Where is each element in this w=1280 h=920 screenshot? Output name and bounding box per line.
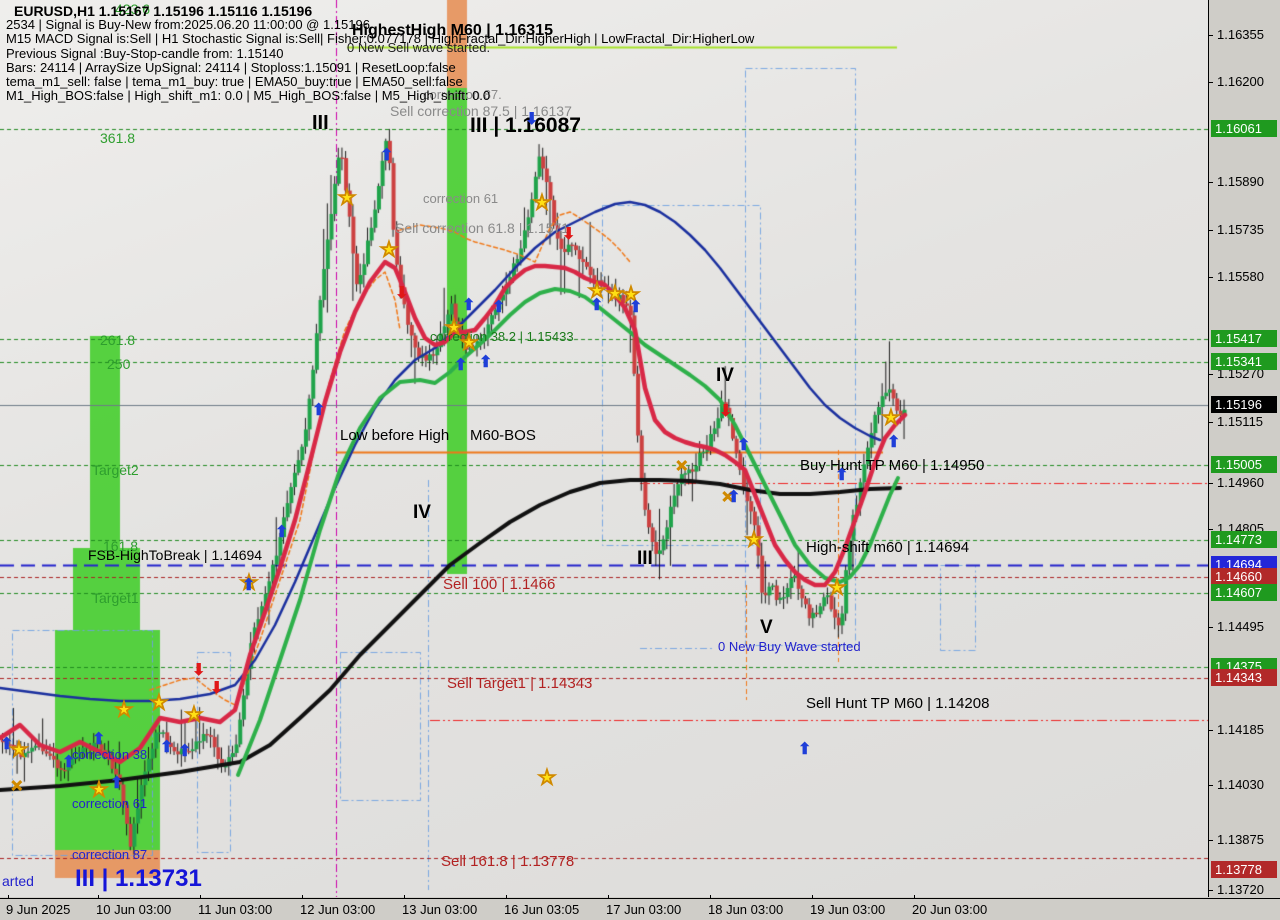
price-tick-label: 1.16200	[1217, 74, 1264, 89]
price-level-badge: 1.16061	[1211, 120, 1277, 137]
price-level-badge: 1.15196	[1211, 396, 1277, 413]
price-tick-label: 1.16355	[1217, 27, 1264, 42]
price-level-badge: 1.15341	[1211, 353, 1277, 370]
price-tick	[1208, 627, 1213, 628]
price-tick-label: 1.15270	[1217, 366, 1264, 381]
price-level-badge: 1.13778	[1211, 861, 1277, 878]
price-level-badge: 1.14773	[1211, 531, 1277, 548]
price-tick-label: 1.15890	[1217, 174, 1264, 189]
price-tick-label: 1.14185	[1217, 722, 1264, 737]
time-tick-label: 9 Jun 2025	[6, 902, 71, 917]
price-tick	[1208, 182, 1213, 183]
time-tick	[608, 895, 609, 899]
time-tick-label: 20 Jun 03:00	[912, 902, 988, 917]
time-tick-label: 10 Jun 03:00	[96, 902, 172, 917]
time-tick	[8, 895, 9, 899]
price-tick-label: 1.15580	[1217, 269, 1264, 284]
header-line: 2534 | Signal is Buy-New from:2025.06.20…	[6, 17, 370, 33]
time-tick	[200, 895, 201, 899]
time-tick	[404, 895, 405, 899]
price-tick-label: 1.13875	[1217, 832, 1264, 847]
price-tick	[1208, 422, 1213, 423]
time-tick-label: 17 Jun 03:00	[606, 902, 682, 917]
time-tick-label: 16 Jun 03:05	[504, 902, 580, 917]
price-tick	[1208, 529, 1213, 530]
price-tick	[1208, 483, 1213, 484]
header-line: Bars: 24114 | ArraySize UpSignal: 24114 …	[6, 59, 456, 75]
axis-divider	[1208, 0, 1209, 897]
price-level-badge: 1.14607	[1211, 584, 1277, 601]
header-line: tema_m1_sell: false | tema_m1_buy: true …	[6, 74, 463, 89]
time-tick	[812, 895, 813, 899]
time-tick-label: 12 Jun 03:00	[300, 902, 376, 917]
price-tick-label: 1.14960	[1217, 475, 1264, 490]
price-tick	[1208, 230, 1213, 231]
price-axis[interactable]: 1.16355 1.16200 1.15890 1.15735 1.15580 1.152…	[1208, 0, 1280, 897]
time-tick-label: 19 Jun 03:00	[810, 902, 886, 917]
header-line: Previous Signal :Buy-Stop-candle from: 1…	[6, 45, 284, 61]
time-tick-label: 18 Jun 03:00	[708, 902, 784, 917]
header-line: M15 MACD Signal is:Sell | H1 Stochastic …	[6, 31, 755, 47]
chart-canvas[interactable]	[0, 0, 1208, 897]
time-axis[interactable]: 9 Jun 2025 10 Jun 03:00 11 Jun 03:00 12 Jun…	[0, 895, 1280, 920]
header-line: M1_High_BOS:false | High_shift_m1: 0.0 |…	[6, 88, 491, 104]
time-tick	[914, 895, 915, 899]
price-tick-label: 1.15735	[1217, 222, 1264, 237]
time-tick	[710, 895, 711, 899]
price-tick	[1208, 785, 1213, 786]
time-tick-label: 13 Jun 03:00	[402, 902, 478, 917]
price-tick-label: 1.14495	[1217, 619, 1264, 634]
price-tick-label: 1.15115	[1217, 414, 1264, 429]
price-tick	[1208, 374, 1213, 375]
price-tick	[1208, 277, 1213, 278]
time-tick-label: 11 Jun 03:00	[198, 902, 273, 917]
price-tick	[1208, 890, 1213, 891]
price-level-badge: 1.15417	[1211, 330, 1277, 347]
price-tick	[1208, 840, 1213, 841]
time-tick	[302, 895, 303, 899]
price-level-badge: 1.14660	[1211, 568, 1277, 585]
price-tick	[1208, 82, 1213, 83]
header-line: EURUSD,H1 1.15167 1.15196 1.15116 1.1519…	[14, 3, 313, 19]
price-tick	[1208, 730, 1213, 731]
time-tick	[98, 895, 99, 899]
time-tick	[506, 895, 507, 899]
price-tick-label: 1.14030	[1217, 777, 1264, 792]
price-tick-label: 1.13720	[1217, 882, 1264, 897]
price-level-badge: 1.15005	[1211, 456, 1277, 473]
price-tick	[1208, 35, 1213, 36]
price-level-badge: 1.14343	[1211, 669, 1277, 686]
